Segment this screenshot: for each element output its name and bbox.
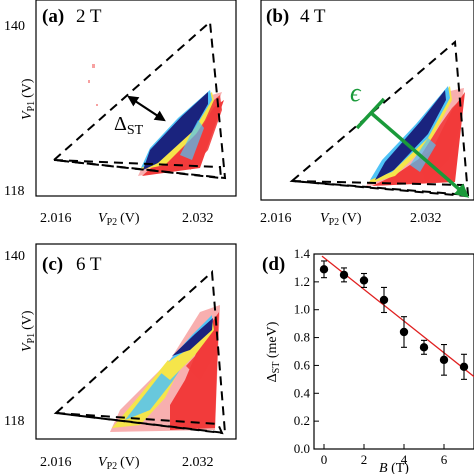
- panel-c-ylabel: VP1(V): [20, 310, 37, 352]
- y-tick-label: 1.0: [294, 302, 310, 317]
- data-point: [399, 327, 409, 337]
- x-tick-label: 6: [441, 452, 448, 467]
- panel-c-field: 6 T: [76, 254, 102, 275]
- panel-c: (c) 6 T 140 118 2.016 2.032 VP2 (V) VP1(V…: [4, 243, 237, 472]
- panel-a-xlabel: VP2 (V): [98, 211, 140, 228]
- data-point: [439, 355, 449, 365]
- panel-a-tag: (a): [42, 6, 64, 27]
- panel-c-heatmap: [110, 305, 220, 432]
- panel-b: ϵ (b) 4 T 2.016 2.032 VP2 (V): [260, 0, 474, 228]
- panel-a-field: 2 T: [76, 6, 102, 27]
- panel-b-xtick-2032: 2.032: [410, 211, 442, 226]
- x-tick-label: 2: [361, 452, 368, 467]
- panel-a-delta-arrow: [127, 95, 166, 122]
- panel-c-tag: (c): [42, 254, 63, 275]
- panel-c-ytick-118: 118: [4, 414, 24, 429]
- y-tick-label: 1.2: [294, 274, 310, 289]
- panel-d-yticks: 0.0 0.2 0.4 0.6 0.8 1.0 1.2 1.4: [294, 246, 319, 456]
- panel-c-xlabel: VP2 (V): [98, 455, 140, 472]
- x-tick-label: 4: [401, 452, 408, 467]
- y-tick-label: 0.6: [294, 357, 311, 372]
- panel-c-ytick-140: 140: [4, 249, 25, 264]
- data-point: [339, 270, 349, 280]
- data-point: [459, 362, 469, 372]
- panel-d-xlabel: B (T): [379, 461, 409, 474]
- panel-d-ylabel: ΔST (meV): [265, 321, 282, 382]
- panel-b-xlabel: VP2 (V): [320, 211, 362, 228]
- data-point: [319, 265, 329, 274]
- panel-a-xtick-2016: 2.016: [40, 211, 72, 226]
- panel-d-xticks: 0 2 4 6: [321, 444, 448, 467]
- panel-b-epsilon-label: ϵ: [350, 78, 362, 107]
- panel-a-ytick-140: 140: [4, 19, 25, 34]
- panel-a-delta-label: ΔST: [114, 113, 144, 138]
- panel-b-epsilon-arrow: [368, 110, 470, 198]
- panel-a-ylabel: VP1(V): [20, 78, 37, 120]
- panel-a-heatmap: [88, 64, 224, 176]
- panel-c-xtick-2016: 2.016: [40, 455, 72, 470]
- panel-d: (d) 0.0 0.2 0.4 0.6 0.8 1.0 1.2 1.4 0 2 4 6 ΔST (m…: [262, 246, 474, 474]
- panel-c-xtick-2032: 2.032: [182, 455, 214, 470]
- panel-b-xtick-2016: 2.016: [260, 211, 292, 226]
- panel-c-triangle: [53, 269, 227, 435]
- panel-d-tag: (d): [262, 254, 285, 275]
- y-tick-label: 0.0: [294, 441, 310, 456]
- panel-b-heatmap: [366, 86, 465, 186]
- y-tick-label: 0.2: [294, 413, 310, 428]
- data-point: [379, 295, 389, 305]
- panel-a-ytick-118: 118: [4, 184, 24, 199]
- panel-d-points-layer: [319, 260, 469, 380]
- y-tick-label: 0.8: [294, 330, 310, 345]
- panel-a-xtick-2032: 2.032: [182, 211, 214, 226]
- y-tick-label: 1.4: [294, 246, 311, 261]
- x-tick-label: 0: [321, 452, 328, 467]
- data-point: [359, 276, 369, 285]
- panel-b-epsilon-tick: [355, 97, 386, 130]
- data-point: [419, 343, 429, 352]
- y-tick-label: 0.4: [294, 385, 311, 400]
- panel-b-tag: (b): [266, 6, 289, 27]
- panel-b-field: 4 T: [300, 6, 326, 27]
- panel-a-triangle: [51, 19, 227, 180]
- panel-d-frame: [313, 253, 474, 450]
- panel-a: ΔST (a) 2 T 140 118 2.016 2.032 VP2 (V) V…: [4, 0, 237, 228]
